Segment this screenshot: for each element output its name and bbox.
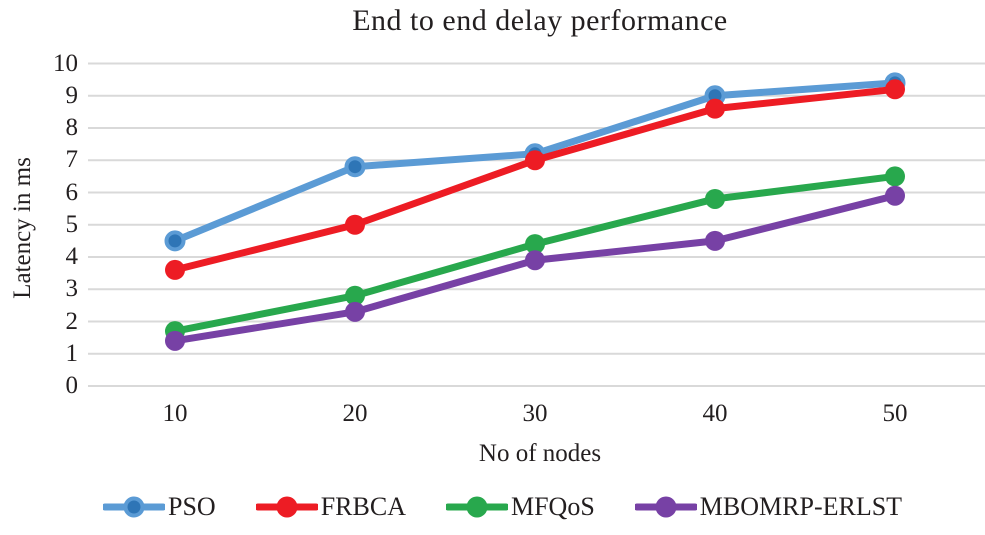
marker-MFQoS-x50: [885, 166, 905, 187]
marker-MBOMRP-ERLST-x20: [345, 301, 365, 322]
x-axis-title: No of nodes: [478, 440, 602, 467]
y-tick-label: 9: [65, 81, 79, 109]
y-tick-label: 4: [65, 243, 79, 270]
legend-swatch-icon: [634, 496, 697, 518]
x-tick-label: 20: [342, 400, 368, 427]
legend-swatch-icon: [255, 496, 318, 518]
x-tick-label: 40: [702, 400, 728, 427]
y-tick-label: 10: [53, 49, 78, 77]
x-tick-label: 50: [882, 400, 908, 427]
legend-label: FRBCA: [320, 492, 406, 521]
legend-label: PSO: [168, 492, 216, 521]
marker-MFQoS-x30: [525, 234, 545, 255]
y-tick-label: 5: [65, 210, 79, 238]
marker-MBOMRP-ERLST-x40: [705, 230, 725, 251]
legend-item-FRBCA: FRBCA: [255, 492, 406, 522]
x-tick-label: 10: [162, 400, 188, 427]
chart-title: End to end delay performance: [352, 4, 728, 37]
marker-FRBCA-x20: [345, 214, 365, 235]
y-tick-label: 3: [65, 275, 79, 303]
marker-MBOMRP-ERLST-x50: [885, 185, 905, 206]
marker-FRBCA-x50: [885, 79, 905, 100]
marker-MBOMRP-ERLST-x10: [165, 330, 185, 351]
legend-label: MBOMRP-ERLST: [699, 492, 903, 521]
marker-MFQoS-x40: [705, 188, 725, 209]
legend-item-PSO: PSO: [103, 492, 216, 522]
marker-MBOMRP-ERLST-x30: [525, 250, 545, 271]
marker-MFQoS-x20: [345, 285, 365, 306]
y-tick-label: 6: [65, 178, 79, 206]
y-tick-label: 7: [65, 146, 79, 174]
marker-FRBCA-x10: [165, 259, 185, 280]
marker-FRBCA-x30: [525, 150, 545, 171]
legend-item-MFQoS: MFQoS: [445, 492, 595, 522]
y-tick-label: 0: [65, 372, 79, 399]
marker-PSO-x10: [164, 230, 186, 252]
legend-label: MFQoS: [510, 492, 595, 521]
legend-swatch-icon: [445, 496, 508, 518]
legend-item-MBOMRP-ERLST: MBOMRP-ERLST: [634, 492, 903, 522]
x-tick-label: 30: [522, 400, 548, 427]
y-tick-label: 8: [65, 114, 79, 141]
legend-swatch-icon: [103, 496, 165, 518]
y-tick-label: 1: [65, 339, 79, 367]
legend: PSO FRBCA MFQoS MBOMRP-ERLST: [103, 492, 902, 522]
y-tick-label: 2: [65, 307, 79, 335]
marker-PSO-x20: [344, 156, 366, 178]
marker-FRBCA-x40: [705, 98, 725, 119]
